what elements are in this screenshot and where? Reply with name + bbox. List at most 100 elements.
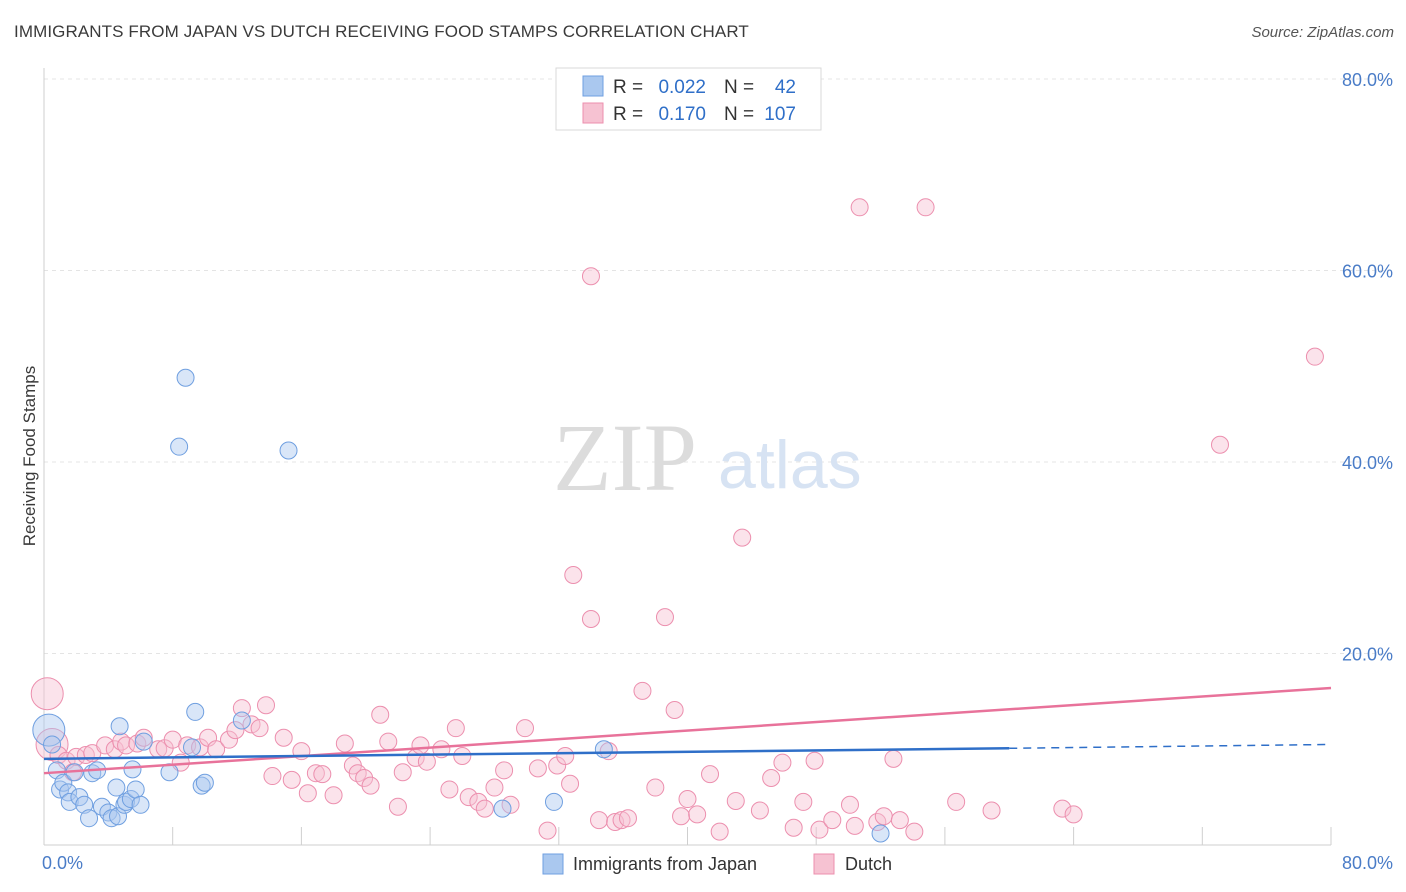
- dutch-point: [538, 821, 557, 840]
- dutch-point: [845, 816, 864, 835]
- japan-point: [186, 702, 205, 721]
- dutch-point: [459, 788, 478, 807]
- dutch-point: [263, 767, 282, 786]
- y-tick-label: 60.0%: [1342, 262, 1393, 282]
- japan-point: [117, 792, 136, 811]
- japan-point: [102, 809, 121, 828]
- dutch-point: [581, 267, 600, 286]
- dutch-n-label: N =: [724, 104, 754, 125]
- dutch-point: [324, 786, 343, 805]
- chart-title: IMMIGRANTS FROM JAPAN VS DUTCH RECEIVING…: [14, 22, 749, 41]
- dutch-point: [646, 778, 665, 797]
- dutch-points: [30, 198, 1324, 841]
- dutch-point: [220, 730, 239, 749]
- dutch-point: [633, 681, 652, 700]
- japan-point: [183, 738, 202, 757]
- source-credit: Source: ZipAtlas.com: [1251, 24, 1394, 41]
- dutch-point: [1210, 435, 1229, 454]
- japan-point: [126, 780, 145, 799]
- japan-points: [32, 368, 890, 843]
- dutch-point: [250, 719, 269, 738]
- japan-n-value: 42: [775, 77, 796, 98]
- japan-legend-swatch-icon: [542, 853, 564, 875]
- dutch-point: [134, 728, 153, 747]
- japan-point: [544, 792, 563, 811]
- y-tick-label: 20.0%: [1342, 645, 1393, 665]
- japan-point: [871, 824, 890, 843]
- dutch-point: [581, 610, 600, 629]
- japan-legend-label: Immigrants from Japan: [573, 854, 757, 874]
- dutch-point: [274, 728, 293, 747]
- dutch-point: [590, 811, 609, 830]
- dutch-point: [453, 746, 472, 765]
- dutch-n-value: 107: [764, 104, 796, 125]
- dutch-point: [495, 761, 514, 780]
- dutch-point: [417, 752, 436, 771]
- dutch-point: [379, 732, 398, 751]
- dutch-point: [884, 749, 903, 768]
- dutch-point: [840, 795, 859, 814]
- dutch-point: [475, 799, 494, 818]
- japan-point: [32, 713, 66, 747]
- japan-swatch-icon: [582, 75, 604, 97]
- dutch-point: [916, 198, 935, 217]
- japan-point: [80, 809, 99, 828]
- y-tick-label: 40.0%: [1342, 453, 1393, 473]
- dutch-point: [982, 801, 1001, 820]
- dutch-point: [361, 776, 380, 795]
- dutch-point: [469, 792, 488, 811]
- dutch-point: [306, 764, 325, 783]
- x-tick-labels: 0.0% 80.0%: [42, 827, 1393, 873]
- dutch-point: [655, 608, 674, 627]
- japan-point: [493, 799, 512, 818]
- dutch-point: [1053, 799, 1072, 818]
- dutch-point: [947, 792, 966, 811]
- dutch-point: [440, 780, 459, 799]
- japan-point: [75, 795, 94, 814]
- dutch-point: [905, 822, 924, 841]
- japan-point: [594, 740, 613, 759]
- dutch-point: [411, 736, 430, 755]
- dutch-point: [794, 792, 813, 811]
- stats-legend: R = 0.022 N = 42 R = 0.170 N = 107: [555, 67, 822, 131]
- dutch-point: [762, 768, 781, 787]
- japan-point: [192, 776, 211, 795]
- dutch-point: [257, 696, 276, 715]
- dutch-point: [355, 768, 374, 787]
- japan-point: [195, 773, 214, 792]
- dutch-swatch-icon: [582, 102, 604, 124]
- japan-trend-extension: [1009, 743, 1332, 750]
- dutch-point: [784, 818, 803, 837]
- dutch-point: [388, 797, 407, 816]
- japan-r-value: 0.022: [658, 77, 706, 98]
- dutch-point: [665, 700, 684, 719]
- watermark-atlas: atlas: [718, 427, 862, 503]
- dutch-point: [393, 763, 412, 782]
- japan-point: [99, 803, 118, 822]
- japan-n-label: N =: [724, 77, 754, 98]
- dutch-point: [810, 820, 829, 839]
- dutch-point: [618, 809, 637, 828]
- x-tick-label: 0.0%: [42, 853, 83, 873]
- dutch-point: [226, 721, 245, 740]
- dutch-point: [890, 811, 909, 830]
- japan-point: [121, 790, 140, 809]
- dutch-legend-label: Dutch: [845, 854, 892, 874]
- japan-point: [123, 760, 142, 779]
- dutch-point: [516, 719, 535, 738]
- dutch-point: [805, 751, 824, 770]
- dutch-point: [298, 784, 317, 803]
- japan-point: [232, 711, 251, 730]
- dutch-point: [371, 705, 390, 724]
- dutch-point: [564, 565, 583, 584]
- y-tick-label: 80.0%: [1342, 70, 1393, 90]
- japan-point: [279, 441, 298, 460]
- japan-point: [131, 795, 150, 814]
- dutch-point: [823, 811, 842, 830]
- dutch-point: [850, 198, 869, 217]
- dutch-point: [733, 528, 752, 547]
- japan-point: [109, 807, 128, 826]
- dutch-r-label: R =: [613, 104, 643, 125]
- japan-point: [176, 368, 195, 387]
- dutch-r-value: 0.170: [658, 104, 706, 125]
